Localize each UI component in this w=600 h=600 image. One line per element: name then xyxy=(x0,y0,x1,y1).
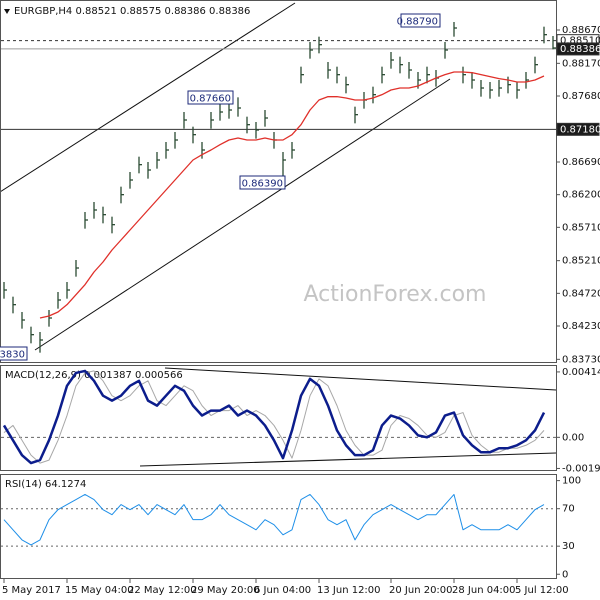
level-box xyxy=(556,42,600,56)
title-arrow xyxy=(4,9,10,14)
x-tick-label: 6 Jun 04:00 xyxy=(254,585,311,596)
x-tick-label: 29 May 20:00 xyxy=(191,585,260,596)
y-tick-label: 0.004145 xyxy=(562,367,600,378)
y-tick-label: 0.83730 xyxy=(562,354,600,365)
x-tick-label: 5 Jul 12:00 xyxy=(515,585,569,596)
annotation-box xyxy=(239,175,286,190)
y-tick-label: 0.86690 xyxy=(562,157,600,168)
macd-title: MACD(12,26,9) 0.001387 0.000566 xyxy=(5,370,183,381)
y-tick-label: 0.85210 xyxy=(562,256,600,267)
annotation: 0.86390 xyxy=(242,179,283,190)
channel-lower xyxy=(34,78,451,351)
y-tick-label: 0.87680 xyxy=(562,91,600,102)
price-frame xyxy=(0,0,557,363)
macd-trend-lower xyxy=(139,452,557,467)
rsi-title: RSI(14) 64.1274 xyxy=(5,479,86,490)
macd-frame xyxy=(0,365,557,471)
y-tick-label: 0 xyxy=(562,569,568,580)
y-tick-label: 0.84720 xyxy=(562,288,600,299)
trend-lines xyxy=(0,2,557,467)
y-tick-label: 0.00 xyxy=(562,432,584,443)
level-box xyxy=(556,122,600,136)
rsi-frame xyxy=(0,474,557,579)
level-label: 0.88510 xyxy=(560,36,600,47)
x-tick-label: 28 Jun 04:00 xyxy=(452,585,516,596)
price-title: EURGBP,H4 0.88521 0.88575 0.88386 0.8838… xyxy=(14,6,250,17)
y-tick-label: 70 xyxy=(562,504,575,515)
annotation-box xyxy=(0,346,28,361)
x-tick-label: 5 May 2017 xyxy=(2,585,61,596)
y-tick-label: 0.88170 xyxy=(562,58,600,69)
level-label: 0.87180 xyxy=(560,124,600,135)
level-label: 0.88386 xyxy=(560,44,600,55)
annotation: 0.87660 xyxy=(190,94,231,105)
annotation-box xyxy=(187,90,234,105)
channel-upper xyxy=(0,2,296,193)
watermark: ActionForex.com xyxy=(304,282,487,307)
annotation: 0.83830 xyxy=(0,350,25,361)
y-tick-label: 0.84230 xyxy=(562,321,600,332)
x-tick-label: 15 May 04:00 xyxy=(65,585,134,596)
x-tick-label: 20 Jun 20:00 xyxy=(389,585,453,596)
x-tick-label: 13 Jun 12:00 xyxy=(317,585,381,596)
annotation: 0.88790 xyxy=(397,17,438,28)
y-tick-label: 0.88670 xyxy=(562,25,600,36)
y-tick-label: 0.86200 xyxy=(562,190,600,201)
y-tick-label: -0.001972 xyxy=(562,463,600,474)
macd-trend-upper xyxy=(164,367,557,391)
annotation-box xyxy=(400,13,441,28)
x-tick-label: 22 May 12:00 xyxy=(128,585,197,596)
y-tick-label: 30 xyxy=(562,541,575,552)
series-line xyxy=(2,369,546,465)
series-line xyxy=(39,71,545,319)
series-line xyxy=(3,493,545,546)
y-tick-label: 100 xyxy=(562,476,581,487)
y-tick-label: 0.85710 xyxy=(562,222,600,233)
